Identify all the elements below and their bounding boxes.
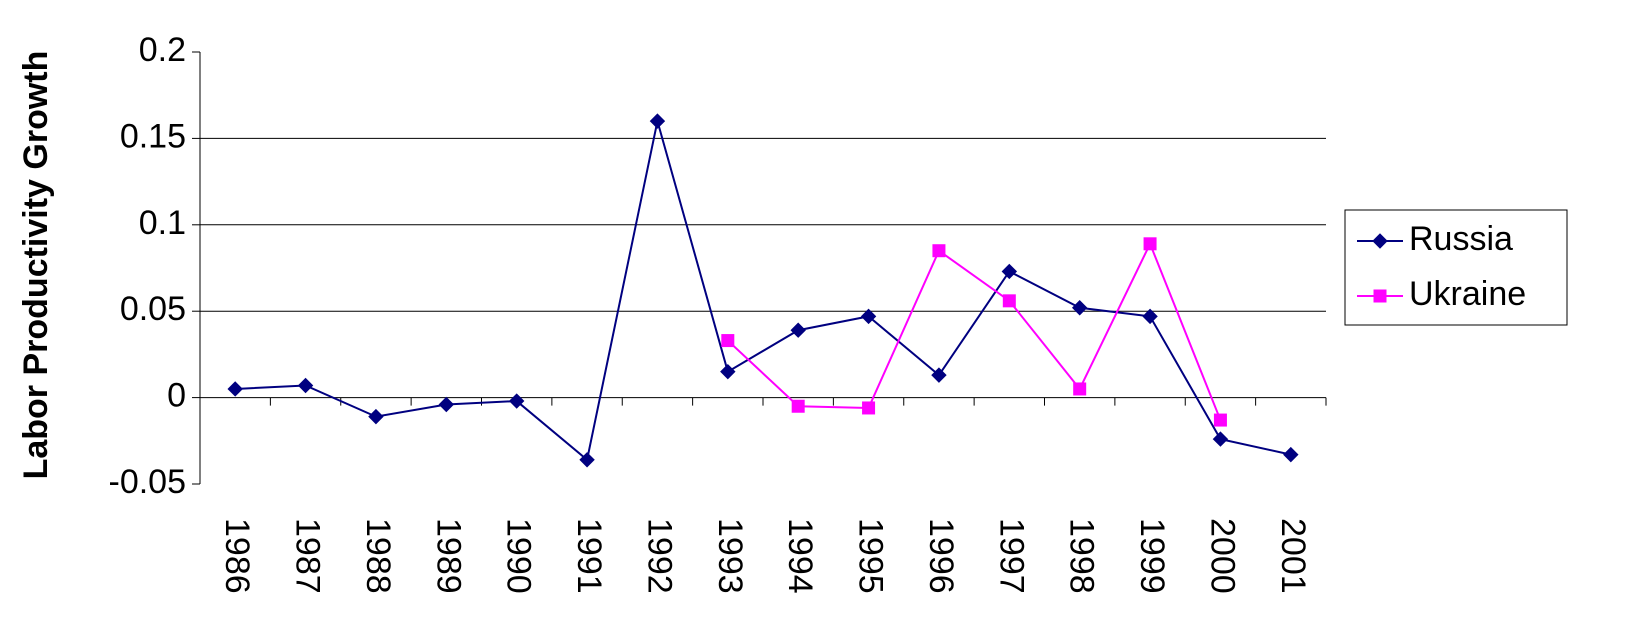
data-point (1073, 382, 1087, 396)
data-point (791, 399, 805, 413)
data-point (649, 113, 666, 129)
x-tick-label: 1992 (640, 518, 678, 594)
legend-label: Ukraine (1409, 275, 1526, 313)
legend-marker (1373, 289, 1387, 303)
data-point (438, 396, 455, 413)
y-tick-label: 0.05 (120, 290, 186, 328)
data-point (931, 367, 947, 383)
x-tick-label: 2000 (1203, 518, 1241, 594)
data-point (1071, 300, 1088, 316)
x-tick-label: 1999 (1133, 518, 1171, 594)
data-point (579, 452, 595, 468)
x-tick-label: 1988 (359, 518, 397, 594)
data-point (860, 308, 877, 325)
x-tick-label: 1989 (429, 518, 467, 594)
y-tick-label: 0.15 (120, 117, 186, 155)
x-tick-label: 1994 (781, 518, 819, 594)
legend-box (1344, 209, 1568, 326)
x-tick-label: 1990 (500, 518, 538, 594)
y-tick-label: 0.1 (139, 204, 186, 242)
x-tick-label: 1995 (852, 518, 890, 594)
y-tick-label: 0 (167, 377, 186, 415)
x-tick-label: 1993 (711, 518, 749, 594)
y-axis-title: Labor Productivity Growth (17, 51, 55, 480)
data-point (297, 377, 314, 394)
data-point (508, 393, 525, 409)
x-tick-label: 1986 (218, 518, 256, 594)
legend-label: Russia (1409, 220, 1513, 258)
y-tick-label: 0.2 (139, 31, 186, 69)
data-point (368, 408, 384, 425)
data-point (1283, 446, 1299, 463)
x-tick-label: 1998 (1063, 518, 1101, 594)
data-point (790, 322, 806, 338)
data-point (1002, 294, 1016, 308)
legend-marker (1372, 233, 1388, 249)
data-point (1213, 413, 1227, 427)
x-tick-label: 1987 (289, 518, 327, 594)
data-point (1212, 431, 1229, 447)
x-tick-label: 1991 (570, 518, 608, 594)
y-tick-label: -0.05 (109, 463, 187, 501)
x-tick-label: 1996 (922, 518, 960, 594)
data-point (862, 401, 876, 415)
data-point (720, 363, 736, 380)
data-point (721, 334, 735, 348)
series-line (727, 241, 1222, 421)
data-point (227, 381, 243, 397)
series-line (235, 120, 1292, 462)
data-point (1142, 308, 1158, 325)
data-point (1001, 263, 1018, 280)
data-point (1143, 237, 1157, 251)
data-point (932, 244, 946, 258)
x-tick-label: 1997 (992, 518, 1030, 594)
x-tick-label: 2001 (1274, 518, 1312, 594)
